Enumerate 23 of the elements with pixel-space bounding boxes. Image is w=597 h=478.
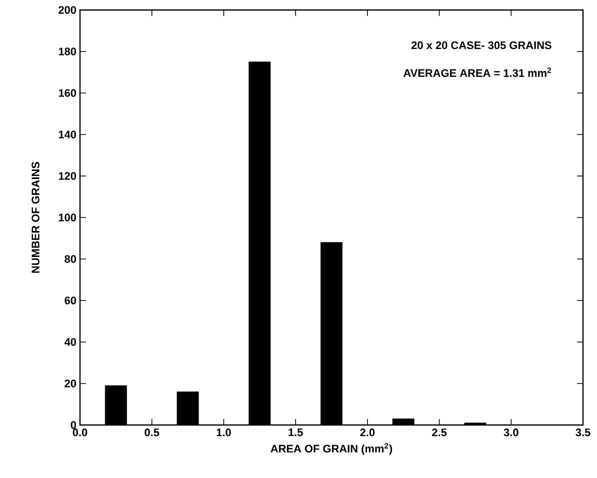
y-tick-label: 60	[64, 296, 76, 304]
y-tick-label: 0	[70, 421, 76, 429]
x-axis-title: AREA OF GRAIN (mm$^{2}$)	[270, 443, 392, 455]
x-tick-label: 1.0	[216, 428, 231, 436]
x-tick-label: 0.0	[72, 428, 88, 436]
y-tick-label: 200	[58, 6, 76, 14]
x-tick-label: 3.0	[504, 428, 518, 436]
annotation: AVERAGE AREA = 1.31 mm$^{2}$	[403, 68, 552, 77]
y-tick-label: 100	[58, 214, 76, 222]
y-tick-label: 40	[64, 338, 76, 346]
x-tick-label: 2.5	[432, 428, 447, 436]
y-axis-title: NUMBER OF GRAINS	[32, 162, 40, 273]
y-tick-label: 140	[58, 130, 76, 138]
y-tick-label: 80	[64, 255, 76, 263]
y-tick-label: 20	[64, 380, 76, 388]
y-tick-label: 160	[58, 89, 76, 97]
y-tick-label: 120	[58, 172, 76, 180]
x-tick-label: 3.5	[576, 428, 590, 436]
y-tick-label: 180	[58, 48, 76, 56]
x-tick-label: 2.0	[360, 428, 375, 436]
x-tick-label: 1.5	[288, 428, 303, 436]
annotation: 20 x 20 CASE- 305 GRAINS	[412, 41, 552, 50]
x-tick-label: 0.5	[144, 428, 160, 436]
